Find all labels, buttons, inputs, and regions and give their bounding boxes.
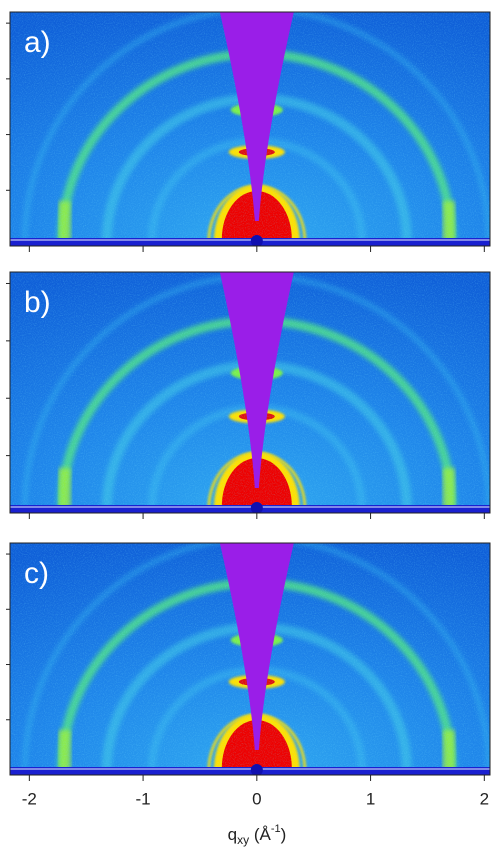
panel: a) xyxy=(6,11,491,252)
x-tick-label: 0 xyxy=(252,789,261,808)
panel: c) xyxy=(6,542,491,781)
panels: a) b) c) xyxy=(6,11,491,781)
x-tick-label: -1 xyxy=(136,789,151,808)
beam-stop xyxy=(219,12,294,221)
detector-image xyxy=(10,12,490,246)
x-tick-label: 1 xyxy=(366,789,375,808)
panel-label: a) xyxy=(24,26,51,59)
panel: b) xyxy=(6,271,491,519)
x-tick-label: 2 xyxy=(480,789,489,808)
panel-label: b) xyxy=(24,286,51,319)
frame xyxy=(9,542,491,776)
direct-beam xyxy=(250,235,263,246)
x-label-sup: -1 xyxy=(271,823,281,835)
frame xyxy=(9,271,491,514)
detector-image xyxy=(10,543,490,775)
x-label-base: q xyxy=(228,825,237,844)
direct-beam xyxy=(250,764,263,775)
x-axis-label: qxy (Å-1) xyxy=(228,823,287,847)
x-axis: -2 -1 0 1 2 xyxy=(22,789,489,808)
panel-label: c) xyxy=(24,557,49,590)
horizon xyxy=(10,238,490,246)
x-label-unit: (Å xyxy=(249,825,271,844)
beam-stop xyxy=(219,543,294,750)
horizon xyxy=(10,767,490,775)
x-label-close: ) xyxy=(281,825,287,844)
beam-stop xyxy=(219,272,294,488)
x-label-sub: xy xyxy=(237,833,249,847)
horizon xyxy=(10,505,490,513)
x-tick-label: -2 xyxy=(22,789,37,808)
frame xyxy=(9,11,491,247)
detector-image xyxy=(10,272,490,513)
direct-beam xyxy=(250,502,263,513)
